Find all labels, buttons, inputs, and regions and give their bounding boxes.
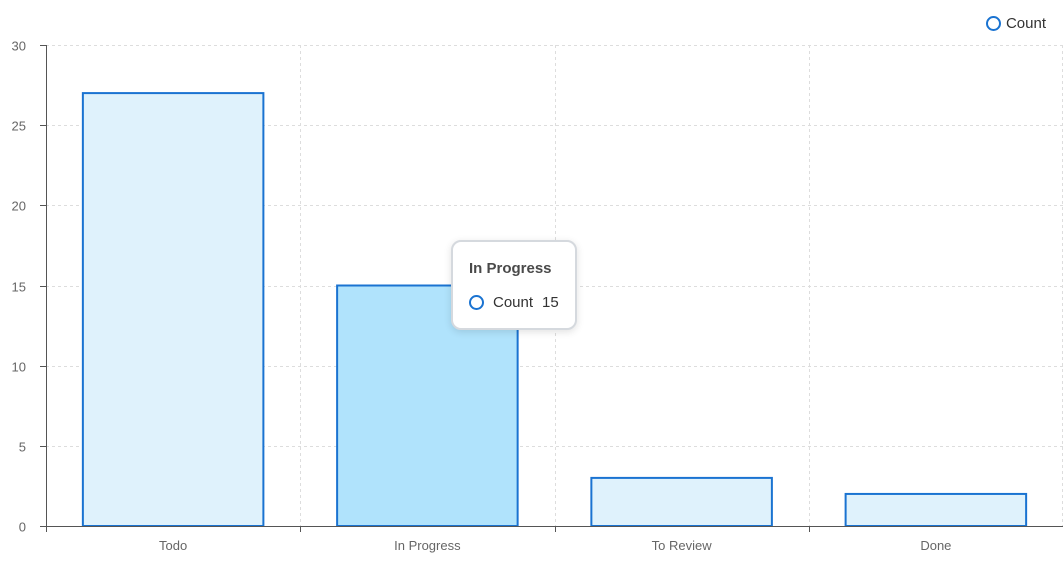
chart-legend[interactable]: Count <box>985 15 1046 32</box>
x-tick-label: Todo <box>159 538 187 553</box>
tooltip-circle-icon <box>469 295 484 310</box>
legend-circle-icon <box>985 16 1001 31</box>
bar-done <box>844 492 1028 527</box>
chart-tooltip: In Progress Count 15 <box>451 240 577 330</box>
y-tick-label: 30 <box>12 39 26 54</box>
y-tick-label: 10 <box>12 360 26 375</box>
y-tick-label: 5 <box>19 440 26 455</box>
y-tick-label: 20 <box>12 199 26 214</box>
tooltip-value: 15 <box>542 294 559 311</box>
y-tick-label: 15 <box>12 280 26 295</box>
tooltip-title: In Progress <box>469 260 552 277</box>
legend-label: Count <box>1005 15 1046 32</box>
x-tick-label: In Progress <box>394 538 461 553</box>
bar-todo <box>81 92 265 527</box>
x-tick-label: Done <box>920 538 951 553</box>
bar-to-review <box>590 476 773 527</box>
tooltip-row: Count 15 <box>469 294 559 311</box>
x-tick-label: To Review <box>652 538 713 553</box>
y-tick-label: 0 <box>19 520 26 535</box>
tooltip-series-label: Count <box>493 294 534 311</box>
y-tick-label: 25 <box>12 119 26 134</box>
